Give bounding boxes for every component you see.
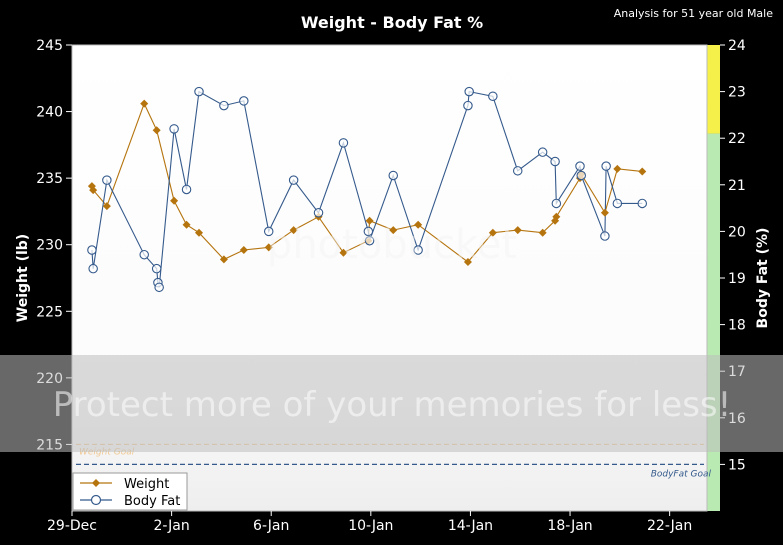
weight-point-9 <box>239 246 248 255</box>
bodyfat-point-24 <box>537 147 548 157</box>
bodyfat-band-1 <box>707 133 720 512</box>
left-tick-label-3: 230 <box>36 238 63 254</box>
bodyfat-point-10 <box>219 100 229 111</box>
bodyfat-point-8 <box>181 184 192 195</box>
x-axis-ticks: 29-Dec 2-Jan 6-Jan 10-Jan 14-Jan 18-Jan 22-Jan <box>47 511 692 534</box>
right-tick-label-5: 20 <box>728 224 746 240</box>
right-tick-label-3: 18 <box>728 318 746 334</box>
weight-point-1 <box>89 186 98 195</box>
right-tick-label-9: 24 <box>728 38 746 54</box>
bodyfat-point-4 <box>151 263 162 274</box>
bodyfat-point-14 <box>313 208 324 218</box>
bodyfat-point-31 <box>612 198 623 209</box>
bodyfat-point-0 <box>87 245 97 255</box>
bodyfat-point-19 <box>413 245 423 255</box>
watermark-banner <box>0 355 783 452</box>
right-tick-label-4: 19 <box>728 271 746 287</box>
weight-point-26 <box>600 208 609 217</box>
bodyfat-point-20 <box>463 100 473 111</box>
legend-box <box>72 472 188 511</box>
weight-point-4 <box>152 126 161 135</box>
right-tick-label-6: 21 <box>728 178 746 194</box>
weight-point-16 <box>389 226 398 235</box>
x-tick-label-3: 10-Jan <box>348 518 393 534</box>
x-tick-label-2: 6-Jan <box>253 518 289 534</box>
weight-point-17 <box>414 220 423 229</box>
x-tick-label-5: 18-Jan <box>547 518 592 534</box>
bodyfat-point-27 <box>575 161 585 171</box>
bodyfat-point-16 <box>363 226 374 237</box>
bodyfat-point-17 <box>364 235 375 246</box>
x-tick-label-1: 2-Jan <box>153 518 189 534</box>
weight-point-15 <box>365 216 374 225</box>
weight-point-6 <box>182 220 191 229</box>
x-tick-label-4: 14-Jan <box>448 518 493 534</box>
x-tick-label-6: 22-Jan <box>647 518 692 534</box>
bodyfat-point-29 <box>600 231 610 241</box>
bodyfat-point-12 <box>263 226 274 237</box>
bodyfat-point-15 <box>338 138 349 148</box>
weight-point-13 <box>339 248 348 257</box>
bodyfat-point-3 <box>139 249 149 260</box>
weight-point-20 <box>513 226 522 235</box>
legend-weight-label: Weight <box>124 477 169 492</box>
weight-point-21 <box>538 228 547 237</box>
bodyfat-point-21 <box>464 86 474 97</box>
watermark-bg-text: photobucket <box>267 222 517 268</box>
left-tick-label-5: 240 <box>36 105 63 121</box>
bodyfat-point-28 <box>576 170 586 181</box>
weight-point-5 <box>170 196 179 205</box>
legend-bodyfat-marker <box>90 494 102 506</box>
left-tick-label-4: 235 <box>36 171 63 187</box>
bodyfat-band-0 <box>707 45 720 134</box>
series-markers <box>87 86 648 293</box>
weight-point-10 <box>264 243 273 252</box>
watermark: photobucket Protect more of your memorie… <box>0 222 783 452</box>
weight-point-28 <box>638 167 647 176</box>
bodyfat-point-7 <box>169 124 179 134</box>
weight-point-7 <box>195 228 203 237</box>
watermark-text: Protect more of your memories for less! <box>53 385 732 425</box>
right-tick-label-7: 22 <box>728 131 746 147</box>
bodyfat-point-6 <box>154 282 164 293</box>
bodyfat-point-25 <box>550 156 560 167</box>
bodyfat-point-18 <box>388 170 398 181</box>
bodyfat-point-23 <box>512 166 523 176</box>
bodyfat-point-2 <box>102 175 112 185</box>
weight-point-18 <box>463 258 472 267</box>
legend-weight-marker <box>92 479 100 487</box>
left-axis-label: Weight (lb) <box>15 234 31 322</box>
bodyfat-point-1 <box>88 263 98 274</box>
bodyfat-point-13 <box>288 175 299 185</box>
weight-point-27 <box>613 164 622 173</box>
weight-point-3 <box>140 99 149 108</box>
weight-point-19 <box>488 228 497 237</box>
plot-border <box>71 44 708 512</box>
x-tick-label-0: 29-Dec <box>47 518 97 534</box>
left-tick-label-6: 245 <box>36 38 63 54</box>
bodyfat-point-30 <box>601 161 611 171</box>
bodyfat-point-22 <box>488 91 498 102</box>
goal-label-1: BodyFat Goal <box>651 469 712 479</box>
goal-label-0: Weight Goal <box>79 447 135 457</box>
weight-point-2 <box>102 202 111 211</box>
legend: Weight Body Fat <box>72 472 188 511</box>
bodyfat-point-11 <box>239 96 249 106</box>
right-axis-label: Body Fat (%) <box>755 228 771 329</box>
weight-point-11 <box>289 226 298 235</box>
chart-subtitle: Analysis for 51 year old Male <box>614 7 774 20</box>
legend-bodyfat-label: Body Fat <box>124 494 180 509</box>
left-tick-label-2: 225 <box>36 304 63 320</box>
weight-point-23 <box>552 212 561 221</box>
bodyfat-point-9 <box>194 86 204 97</box>
right-tick-label-8: 23 <box>728 85 746 101</box>
right-tick-label-0: 15 <box>728 457 746 473</box>
bodyfat-point-32 <box>637 198 648 209</box>
bodyfat-point-26 <box>551 198 562 209</box>
chart-title: Weight - Body Fat % <box>301 13 483 32</box>
weight-point-8 <box>219 255 228 264</box>
